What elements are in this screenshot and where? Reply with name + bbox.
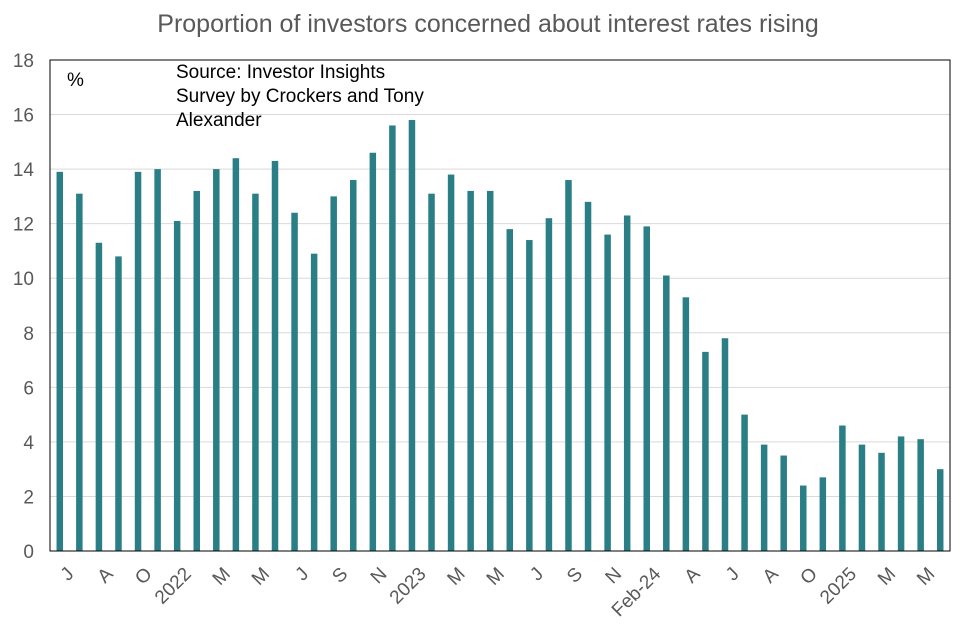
source-annotation-line: Source: Investor Insights — [176, 62, 385, 83]
bar — [310, 253, 318, 551]
x-tick-label: N — [602, 564, 627, 589]
bar — [506, 229, 514, 551]
bar — [447, 174, 455, 552]
bar — [604, 234, 611, 552]
y-tick-label: 0 — [23, 542, 34, 563]
y-tick-label: 16 — [13, 106, 34, 127]
plot-frame — [49, 59, 951, 552]
x-tick-label: 2025 — [816, 564, 861, 609]
bar — [271, 160, 279, 551]
bar — [858, 444, 866, 551]
bar — [389, 125, 396, 551]
bar — [780, 455, 787, 551]
x-tick-label: O — [131, 564, 156, 589]
bar — [134, 171, 142, 552]
bar — [428, 193, 435, 551]
bar — [291, 212, 298, 551]
bar — [623, 215, 631, 551]
x-tick-label: J — [526, 564, 548, 586]
bar — [408, 120, 416, 551]
gridlines — [50, 59, 950, 552]
y-tick-label: 4 — [23, 433, 34, 454]
x-tick-label: M — [248, 564, 274, 590]
x-tick-label: J — [292, 564, 314, 586]
bar — [760, 444, 768, 551]
bar — [154, 169, 161, 551]
bar — [702, 351, 709, 551]
y-tick-label: 18 — [13, 51, 34, 72]
bar — [800, 485, 807, 551]
bar — [467, 190, 474, 551]
y-unit-label: % — [67, 70, 84, 91]
y-tick-label: 6 — [23, 378, 34, 399]
x-tick-label: 2023 — [386, 564, 431, 609]
bars — [56, 120, 944, 552]
bar — [878, 452, 885, 551]
y-axis-ticks: 0 2 4 6 8 10 12 14 16 18 — [13, 51, 35, 563]
x-tick-label: S — [563, 564, 587, 588]
y-tick-label: 8 — [23, 324, 34, 345]
x-tick-label: M — [913, 564, 939, 590]
x-tick-label: S — [328, 564, 352, 588]
bar — [232, 158, 240, 551]
bar — [213, 169, 220, 551]
bar — [350, 180, 357, 551]
x-tick-label: O — [797, 564, 822, 589]
x-tick-label: J — [57, 564, 79, 586]
x-tick-label: M — [874, 564, 900, 590]
bar — [330, 196, 337, 551]
bar — [839, 425, 846, 551]
x-tick-label: 2022 — [151, 564, 196, 609]
bar — [545, 218, 553, 551]
source-annotation: Source: Investor Insights Survey by Croc… — [176, 62, 429, 131]
bar — [56, 171, 64, 552]
y-tick-label: 12 — [13, 215, 34, 236]
bar — [95, 242, 103, 551]
bar — [643, 226, 650, 551]
bar — [526, 240, 533, 552]
x-tick-label: A — [681, 564, 705, 588]
y-tick-label: 14 — [13, 160, 35, 181]
source-annotation-line: Alexander — [176, 110, 262, 131]
source-annotation-line: Survey by Crockers and Tony — [176, 86, 424, 107]
chart-title: Proportion of investors concerned about … — [157, 10, 819, 38]
y-tick-label: 2 — [23, 487, 34, 508]
x-tick-label: M — [209, 564, 235, 590]
x-tick-label: N — [367, 564, 392, 589]
bar — [115, 256, 122, 551]
bar — [721, 338, 729, 551]
bar — [663, 275, 670, 551]
bar — [76, 193, 83, 551]
x-tick-label: M — [444, 564, 470, 590]
bar — [897, 436, 905, 551]
bar — [936, 469, 944, 551]
y-tick-label: 10 — [13, 269, 34, 290]
bar — [193, 190, 200, 551]
bar — [917, 439, 924, 551]
bar — [369, 152, 377, 551]
x-tick-label: J — [722, 564, 744, 586]
bar — [565, 180, 572, 551]
x-tick-label: A — [759, 564, 783, 588]
bar — [741, 414, 748, 551]
bar — [486, 190, 494, 551]
bar — [252, 193, 259, 551]
x-tick-label: M — [483, 564, 509, 590]
bar — [819, 477, 827, 551]
bar — [173, 220, 181, 551]
bar — [682, 297, 690, 551]
x-tick-label: A — [94, 564, 118, 588]
bar — [584, 201, 592, 551]
